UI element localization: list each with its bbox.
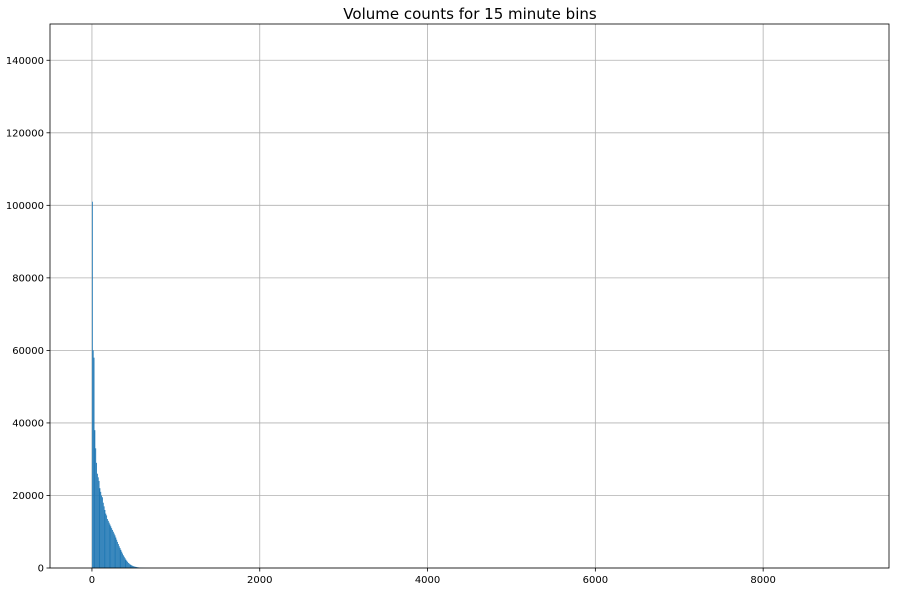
y-tick-label: 60000 [12, 346, 44, 357]
chart-title: Volume counts for 15 minute bins [343, 5, 597, 23]
histogram-bar [115, 537, 117, 568]
histogram-bar [103, 506, 105, 568]
histogram-bar [131, 565, 133, 568]
histogram-bar [132, 565, 134, 568]
histogram-bar [113, 533, 115, 568]
y-tick-label: 80000 [12, 273, 44, 284]
y-tick-label: 100000 [6, 201, 44, 212]
histogram-bar [126, 560, 128, 568]
histogram-bar [112, 529, 113, 568]
histogram-bar [129, 564, 131, 568]
histogram-bar [117, 544, 119, 568]
histogram-bar [133, 566, 134, 568]
histogram-bar [130, 564, 132, 568]
histogram-bar [106, 515, 108, 568]
histogram-bar [104, 509, 106, 568]
histogram-bar [95, 448, 97, 568]
histogram-bar [97, 477, 99, 568]
y-tick-label: 140000 [6, 56, 44, 67]
histogram-bar [105, 513, 107, 568]
histogram-bar [127, 561, 129, 568]
y-tick-label: 0 [38, 564, 44, 575]
histogram-bar [135, 566, 137, 568]
bars-layer [91, 201, 152, 568]
histogram-bar [96, 462, 97, 568]
histogram-bar [119, 548, 121, 568]
histogram-bar [121, 551, 123, 568]
x-tick-label: 2000 [247, 575, 272, 586]
histogram-bar [136, 567, 138, 568]
histogram-bar [102, 497, 103, 568]
y-tick-label: 40000 [12, 418, 44, 429]
histogram-bar [116, 539, 118, 568]
histogram-bar [134, 566, 136, 568]
grid-layer [50, 24, 889, 569]
histogram-bar [118, 546, 120, 568]
histogram-bar [96, 473, 98, 568]
histogram-bar [114, 535, 116, 568]
histogram-bar [101, 495, 103, 568]
plot-background [50, 24, 889, 568]
plot-frame [49, 23, 890, 569]
histogram-bar [91, 201, 93, 568]
histogram-bar [107, 519, 108, 568]
x-tick-label: 0 [89, 575, 95, 586]
y-tick-label: 20000 [12, 491, 44, 502]
histogram-bar [133, 566, 135, 568]
histogram-bar [99, 488, 101, 568]
histogram-bar [111, 528, 113, 568]
histogram-bar [128, 563, 130, 568]
histogram-bar [122, 553, 123, 568]
x-tick-label: 6000 [583, 575, 608, 586]
histogram-bar [102, 502, 104, 568]
ticks-layer: 0 2000 4000 6000 800002000040000600008000010… [6, 56, 776, 586]
histogram-bar [109, 524, 111, 568]
histogram-bar [120, 549, 122, 568]
x-tick-label: 8000 [750, 575, 775, 586]
y-tick-label: 120000 [6, 128, 44, 139]
histogram-bar [112, 531, 114, 568]
histogram-bar [107, 520, 109, 568]
histogram-bar [92, 350, 94, 568]
histogram-bar [108, 522, 110, 568]
histogram-bar [117, 541, 118, 568]
histogram-bar [122, 555, 124, 568]
histogram-bar [123, 556, 125, 568]
histogram-bar [100, 491, 102, 568]
histogram-bar [93, 357, 95, 568]
histogram-bar [125, 559, 127, 568]
histogram-bar [128, 562, 129, 568]
histogram-bar [124, 558, 126, 568]
histogram-bar [110, 526, 112, 568]
histogram-bar [98, 480, 100, 568]
histogram-bar [94, 430, 96, 568]
x-tick-label: 4000 [415, 575, 440, 586]
